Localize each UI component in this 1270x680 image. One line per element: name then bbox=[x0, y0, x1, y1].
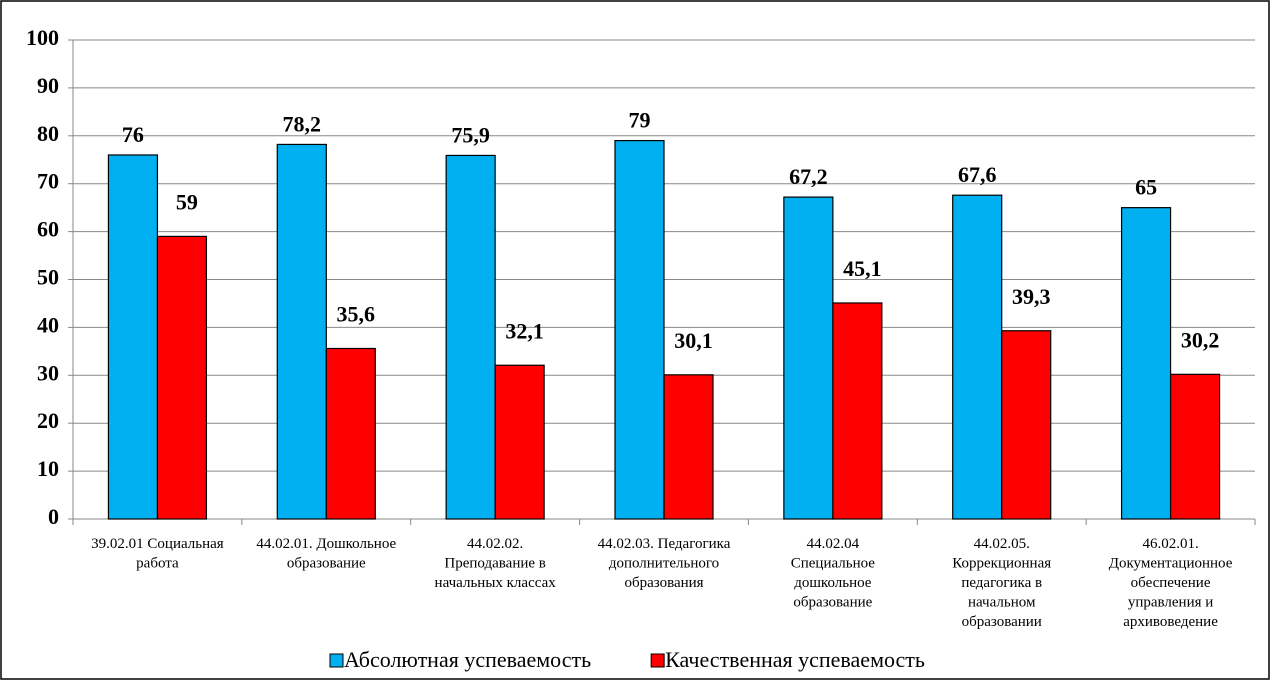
legend-label: Абсолютная успеваемость bbox=[344, 647, 591, 672]
x-tick-label: 46.02.01. Документационное обеспечение упра… bbox=[1109, 536, 1233, 630]
x-tick-label: 44.02.03. Педагогика дополнительного образ… bbox=[598, 536, 731, 591]
bar bbox=[1001, 330, 1052, 520]
value-label: 59 bbox=[176, 189, 198, 214]
value-label: 79 bbox=[629, 108, 651, 133]
value-label: 35,6 bbox=[337, 302, 376, 327]
value-label: 39,3 bbox=[1012, 284, 1051, 309]
value-label: 30,1 bbox=[674, 328, 713, 353]
bar bbox=[952, 194, 1003, 520]
y-tick-label: 100 bbox=[26, 25, 59, 50]
value-label: 67,6 bbox=[958, 162, 997, 187]
bar bbox=[325, 347, 376, 520]
bar bbox=[107, 154, 159, 520]
x-tick-label: 44.02.01. Дошкольное образование bbox=[256, 536, 396, 572]
x-tick-label: 39.02.01 Социальная работа bbox=[91, 536, 224, 572]
legend-label: Качественная успеваемость bbox=[665, 647, 925, 672]
legend-swatch bbox=[329, 653, 344, 668]
y-tick-label: 60 bbox=[37, 217, 59, 242]
value-label: 76 bbox=[122, 122, 144, 147]
bar bbox=[614, 139, 665, 520]
bar bbox=[832, 302, 883, 520]
bar bbox=[783, 196, 834, 520]
bar bbox=[156, 235, 208, 520]
value-label: 75,9 bbox=[451, 122, 490, 147]
y-tick-label: 80 bbox=[37, 121, 59, 146]
x-tick-label: 44.02.05. Коррекционная педагогика в началь… bbox=[952, 536, 1051, 630]
bar bbox=[276, 143, 327, 520]
bar bbox=[663, 374, 714, 520]
y-tick-label: 10 bbox=[37, 456, 59, 481]
y-tick-label: 70 bbox=[37, 169, 59, 194]
value-label: 65 bbox=[1135, 175, 1157, 200]
y-tick-label: 30 bbox=[37, 360, 59, 385]
value-label: 67,2 bbox=[789, 164, 828, 189]
bar bbox=[494, 364, 545, 520]
x-tick-label: 44.02.02. Преподавание в начальных классах bbox=[435, 536, 557, 591]
y-tick-label: 0 bbox=[48, 504, 59, 529]
x-tick-label: 44.02.04 Специальное дошкольное образование bbox=[791, 536, 876, 611]
value-label: 78,2 bbox=[283, 111, 322, 136]
y-tick-label: 20 bbox=[37, 408, 59, 433]
value-label: 30,2 bbox=[1181, 327, 1220, 352]
y-tick-label: 90 bbox=[37, 73, 59, 98]
legend: Абсолютная успеваемость Качественная успе… bbox=[329, 647, 925, 672]
value-label: 45,1 bbox=[843, 256, 882, 281]
bar bbox=[445, 154, 496, 520]
y-tick-label: 40 bbox=[37, 312, 59, 337]
bar bbox=[1169, 373, 1221, 520]
y-tick-label: 50 bbox=[37, 265, 59, 290]
bar bbox=[1120, 207, 1172, 520]
legend-swatch bbox=[650, 653, 665, 668]
value-label: 32,1 bbox=[505, 318, 544, 343]
